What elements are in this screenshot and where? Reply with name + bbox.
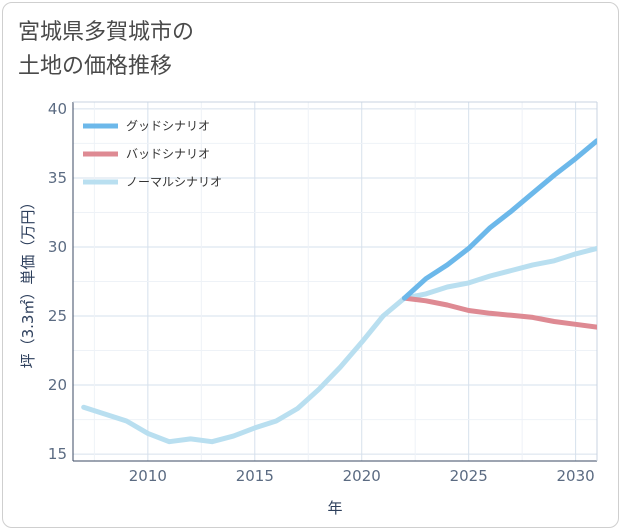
series-line-good: [402, 138, 597, 301]
series-line-normal: [81, 245, 597, 445]
y-tick-label: 30: [48, 238, 67, 256]
legend-label: バッドシナリオ: [126, 147, 210, 161]
x-tick-label: 2025: [450, 467, 488, 485]
series-line-bad: [402, 295, 597, 330]
y-tick-label: 15: [48, 445, 67, 463]
y-tick-label: 25: [48, 307, 67, 325]
y-axis-title: 坪（3.3㎡）単価（万円）: [19, 195, 37, 369]
y-tick-label: 35: [48, 169, 67, 187]
x-tick-label: 2015: [236, 467, 274, 485]
y-tick-label: 20: [48, 376, 67, 394]
x-tick-label: 2020: [343, 467, 381, 485]
x-axis-title: 年: [327, 499, 342, 517]
legend-label: ノーマルシナリオ: [126, 175, 222, 189]
legend-label: グッドシナリオ: [126, 119, 210, 133]
chart-title-line1: 宮城県多賀城市の: [18, 20, 195, 45]
x-tick-label: 2030: [557, 467, 595, 485]
y-tick-label: 40: [48, 100, 67, 118]
chart-title: 宮城県多賀城市の 土地の価格推移: [18, 16, 194, 84]
chart-title-line2: 土地の価格推移: [18, 54, 173, 79]
x-tick-label: 2010: [129, 467, 167, 485]
